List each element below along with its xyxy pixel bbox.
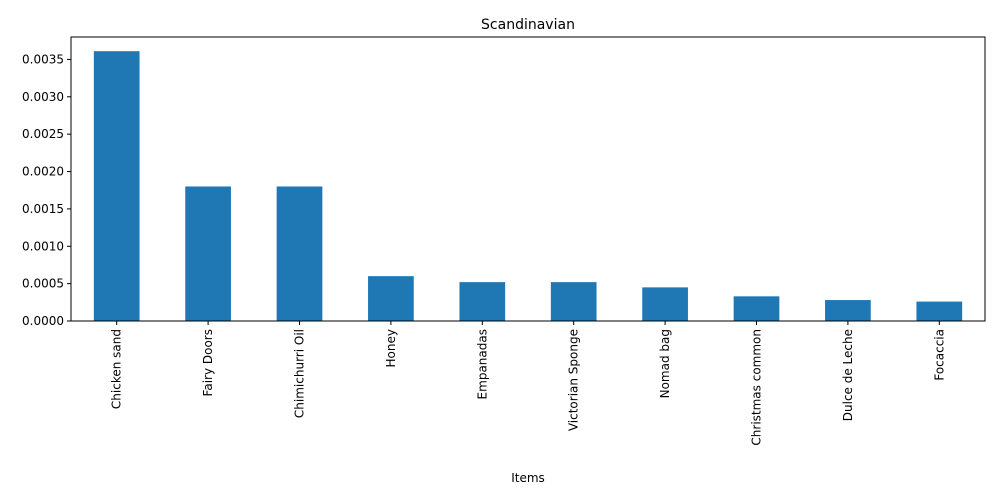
bar (93, 51, 140, 321)
x-tick-label: Fairy Doors (201, 329, 215, 396)
x-tick-label: Empanadas (475, 329, 489, 399)
x-tick-label: Nomad bag (658, 329, 672, 398)
bar (368, 276, 414, 321)
bar (276, 186, 323, 321)
bars-group (93, 51, 963, 321)
x-tick-label: Victorian Sponge (567, 329, 581, 431)
y-tick-label: 0.0015 (22, 202, 64, 216)
bar (733, 296, 780, 321)
y-tick-label: 0.0025 (22, 127, 64, 141)
y-tick-label: 0.0000 (22, 314, 64, 328)
x-tick-label: Focaccia (932, 329, 946, 381)
y-axis: 0.0000 0.0005 0.0010 0.0015 0.0020 0.0025 0.00… (22, 52, 71, 328)
y-tick-label: 0.0030 (22, 90, 64, 104)
y-tick-label: 0.0020 (22, 165, 64, 179)
bar (916, 301, 963, 321)
x-axis-label: Items (511, 471, 545, 485)
x-tick-label: Chimichurri Oil (293, 329, 307, 418)
bar (550, 282, 597, 321)
x-tick-label: Dulce de Leche (841, 329, 855, 421)
y-tick-label: 0.0005 (22, 277, 64, 291)
y-tick-label: 0.0035 (22, 52, 64, 66)
y-tick-label: 0.0010 (22, 239, 64, 253)
plot-frame (70, 36, 986, 322)
bar (825, 300, 871, 321)
x-tick-label: Honey (384, 329, 398, 367)
x-tick-label: Christmas common (750, 329, 764, 446)
bar (185, 186, 231, 321)
chart-title: Scandinavian (481, 17, 575, 33)
x-axis: Chicken sand Fairy Doors Chimichurri Oil Ho… (110, 321, 946, 446)
x-tick-label: Chicken sand (110, 329, 124, 409)
bar (459, 282, 506, 321)
bar (642, 287, 688, 321)
